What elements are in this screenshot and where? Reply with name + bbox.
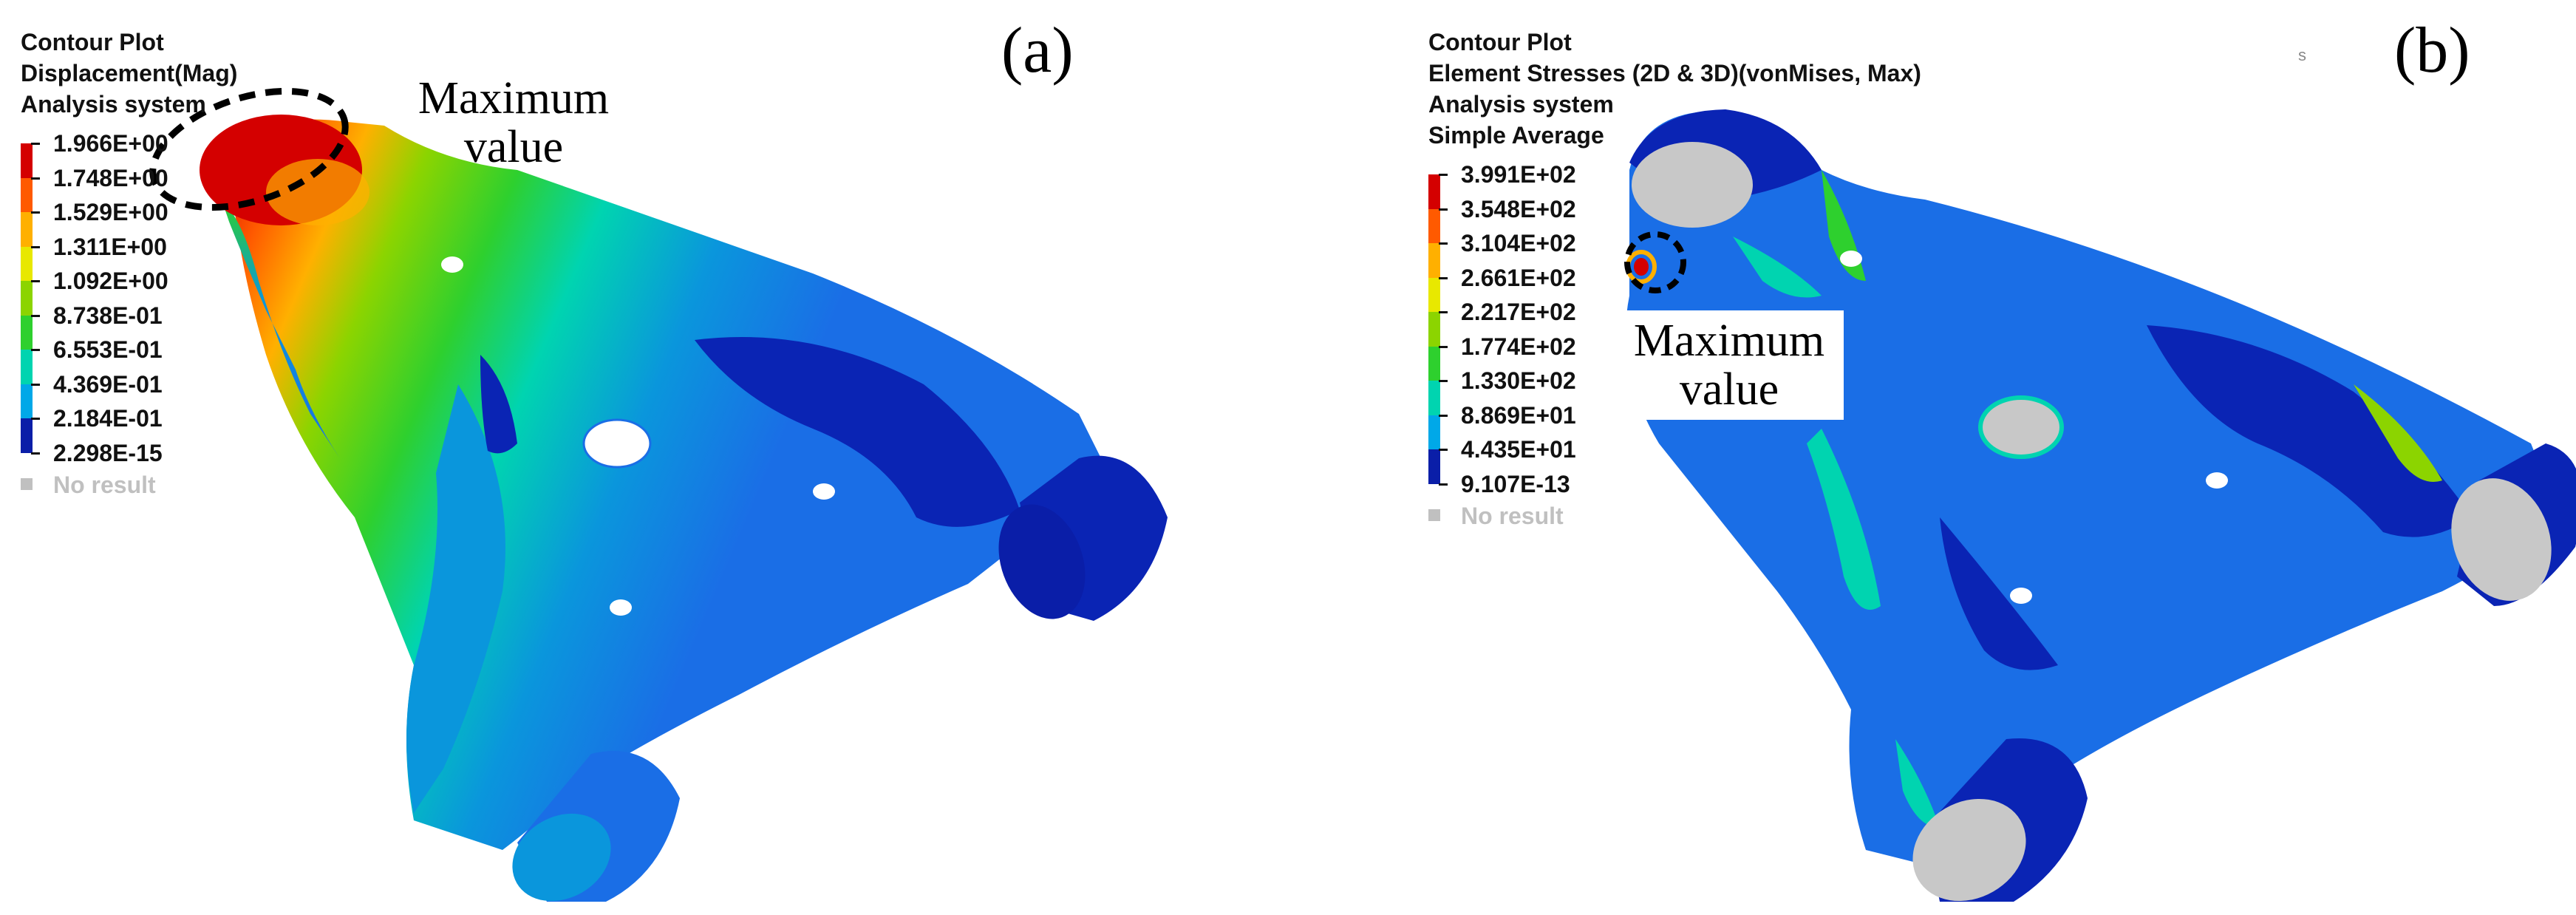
legend-row: 8.738E-01 xyxy=(21,304,237,350)
color-scale: 1.966E+00 1.748E+00 1.529E+00 1.311E+00 … xyxy=(21,132,237,465)
legend-value: 1.529E+00 xyxy=(53,199,168,225)
max-value-annotation: Maximum value xyxy=(418,73,610,172)
no-result-label: No result xyxy=(53,472,156,498)
right-bushing xyxy=(2451,443,2576,606)
bottom-bushing xyxy=(512,751,680,902)
panel-label-b: (b) xyxy=(2394,15,2470,86)
top-boss-inner xyxy=(266,159,369,225)
legend-value: 1.774E+02 xyxy=(1461,333,1576,360)
legend-row: 2.661E+02 xyxy=(1428,266,1921,312)
legend-header-3: Analysis system xyxy=(1428,91,1614,118)
lower-leg xyxy=(406,384,505,813)
dark-region-2 xyxy=(2147,325,2472,537)
legend-row: 1.966E+00 xyxy=(21,132,237,178)
control-arm-stress-model xyxy=(1624,109,2576,902)
left-flange xyxy=(222,200,340,458)
legend-row: 3.991E+02 xyxy=(1428,163,1921,209)
top-hub-spokes xyxy=(1632,142,1753,228)
legend-row: 3.548E+02 xyxy=(1428,197,1921,243)
legend-value: 8.738E-01 xyxy=(53,302,163,329)
hole-1 xyxy=(1840,251,1862,267)
legend-value: 4.435E+01 xyxy=(1461,436,1576,463)
legend-value: 1.748E+00 xyxy=(53,164,168,191)
hole-1 xyxy=(441,256,463,273)
legend-row: 1.330E+02 xyxy=(1428,369,1921,415)
hole-2 xyxy=(813,483,835,500)
center-spoke-hub xyxy=(1978,395,2064,459)
legend-header-1: Contour Plot xyxy=(21,29,164,55)
legend-value: 2.184E-01 xyxy=(53,405,163,432)
legend-row: 1.311E+00 xyxy=(21,235,237,281)
legend-row: 6.553E-01 xyxy=(21,338,237,384)
legend-header-1: Contour Plot xyxy=(1428,29,1572,55)
no-result-swatch xyxy=(21,478,33,490)
legend-value: 4.369E-01 xyxy=(53,370,163,398)
panel-label-a: (a) xyxy=(1001,15,1074,86)
panel-b-vonmises-stress: Contour Plot Element Stresses (2D & 3D)(… xyxy=(1408,0,2576,915)
no-result-label: No result xyxy=(1461,503,1564,529)
color-scale: 3.991E+02 3.548E+02 3.104E+02 2.661E+02 … xyxy=(1428,163,1921,496)
legend-value: 2.217E+02 xyxy=(1461,299,1576,325)
legend-a: Contour Plot Displacement(Mag) Analysis … xyxy=(21,27,238,498)
legend-row: 3.104E+02 xyxy=(1428,231,1921,278)
legend-value: 8.869E+01 xyxy=(1461,401,1576,429)
control-arm-displacement-model xyxy=(149,87,1168,902)
right-bushing xyxy=(998,455,1168,621)
legend-header-2: Element Stresses (2D & 3D)(vonMises, Max… xyxy=(1428,60,1921,86)
stress-band-4 xyxy=(1733,237,1822,298)
legend-value: 3.548E+02 xyxy=(1461,195,1576,222)
legend-header-3: Analysis system xyxy=(21,91,206,118)
no-result-swatch xyxy=(1428,509,1440,521)
legend-header-2: Displacement(Mag) xyxy=(21,60,238,86)
legend-value: 1.311E+00 xyxy=(53,233,167,260)
legend-value: 3.991E+02 xyxy=(1461,161,1576,188)
stress-band-2 xyxy=(1807,429,1881,610)
center-spoke-hub xyxy=(582,418,652,469)
hole-2 xyxy=(2206,472,2228,489)
stress-band-3 xyxy=(2354,384,2442,482)
panel-a-displacement: Contour Plot Displacement(Mag) Analysis … xyxy=(21,15,1168,902)
dark-region-3 xyxy=(1940,517,2058,670)
corner-mark: s xyxy=(2298,46,2306,64)
max-stress-spot xyxy=(1634,258,1649,276)
legend-row: 1.092E+00 xyxy=(21,269,237,316)
legend-row: 4.369E-01 xyxy=(21,373,237,418)
legend-value: 6.553E-01 xyxy=(53,336,163,363)
max-marker-dashed xyxy=(1624,231,1686,293)
legend-value: 1.330E+02 xyxy=(1461,367,1576,394)
legend-row: 1.748E+00 xyxy=(21,166,237,212)
legend-value: 2.661E+02 xyxy=(1461,264,1576,291)
legend-b: Contour Plot Element Stresses (2D & 3D)(… xyxy=(1428,27,1921,529)
arm-body xyxy=(1626,111,2560,872)
hole-3 xyxy=(610,599,632,616)
legend-value: 9.107E-13 xyxy=(1461,470,1570,497)
legend-row: 4.435E+01 xyxy=(1428,438,1921,484)
dark-region-1 xyxy=(695,337,1020,527)
legend-row: 2.184E-01 xyxy=(21,407,237,453)
bottom-bushing xyxy=(1912,738,2088,902)
legend-row: 2.217E+02 xyxy=(1428,300,1921,347)
legend-header-4: Simple Average xyxy=(1428,122,1604,149)
hole-3 xyxy=(2010,588,2032,604)
legend-value: 2.298E-15 xyxy=(53,439,163,466)
max-marker-dashed xyxy=(149,87,349,211)
legend-value: 1.092E+00 xyxy=(53,268,168,294)
legend-row: 1.774E+02 xyxy=(1428,335,1921,381)
legend-value: 3.104E+02 xyxy=(1461,230,1576,256)
legend-row: 8.869E+01 xyxy=(1428,404,1921,449)
dark-region-2 xyxy=(480,355,517,454)
legend-value: 1.966E+00 xyxy=(53,130,168,157)
legend-row: 1.529E+00 xyxy=(21,200,237,247)
stress-band-5 xyxy=(1895,739,1940,828)
max-value-annotation: Maximum value xyxy=(1615,310,1844,420)
